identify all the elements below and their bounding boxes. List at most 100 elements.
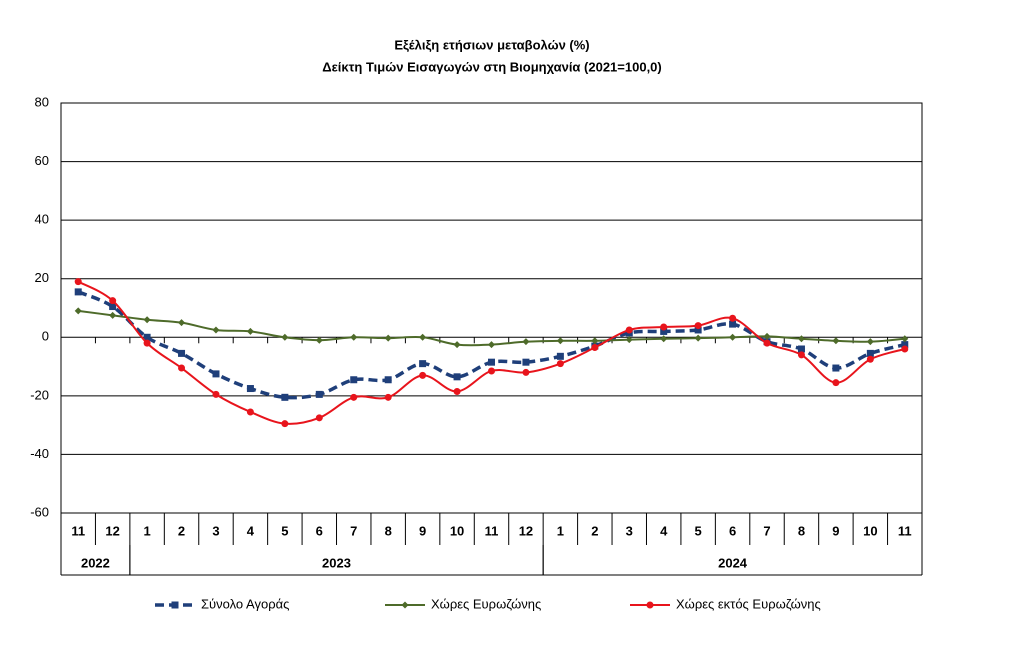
marker bbox=[625, 336, 633, 344]
marker bbox=[350, 376, 358, 384]
marker bbox=[109, 297, 117, 305]
x-tick-label: 10 bbox=[450, 523, 464, 538]
x-tick-label: 1 bbox=[143, 523, 150, 538]
marker bbox=[384, 393, 392, 401]
y-tick-label: -20 bbox=[30, 387, 49, 402]
year-label: 2022 bbox=[81, 555, 110, 570]
x-tick-label: 8 bbox=[798, 523, 805, 538]
marker bbox=[556, 360, 564, 368]
marker bbox=[178, 364, 186, 372]
marker bbox=[453, 373, 461, 381]
chart-subtitle: Δείκτη Τιμών Εισαγωγών στη Βιομηχανία (2… bbox=[322, 59, 662, 74]
series-line bbox=[78, 309, 905, 347]
legend-label: Σύνολο Αγοράς bbox=[201, 596, 289, 611]
marker bbox=[143, 316, 151, 324]
marker bbox=[832, 364, 840, 372]
x-tick-label: 2 bbox=[591, 523, 598, 538]
x-tick-label: 8 bbox=[385, 523, 392, 538]
marker bbox=[660, 327, 668, 335]
marker bbox=[281, 393, 289, 401]
marker bbox=[729, 314, 737, 322]
x-tick-label: 4 bbox=[247, 523, 255, 538]
marker bbox=[281, 420, 289, 428]
y-tick-label: 40 bbox=[35, 212, 49, 227]
marker bbox=[797, 335, 805, 343]
y-tick-label: -60 bbox=[30, 504, 49, 519]
marker bbox=[246, 408, 254, 416]
marker bbox=[556, 352, 564, 360]
marker bbox=[797, 351, 805, 359]
x-tick-label: 1 bbox=[557, 523, 564, 538]
marker bbox=[522, 338, 530, 346]
marker bbox=[212, 326, 220, 334]
marker bbox=[315, 390, 323, 398]
marker bbox=[178, 349, 186, 357]
x-tick-label: 3 bbox=[212, 523, 219, 538]
marker bbox=[212, 390, 220, 398]
x-tick-label: 11 bbox=[898, 523, 912, 538]
marker bbox=[212, 370, 220, 378]
marker bbox=[763, 339, 771, 347]
marker bbox=[866, 349, 874, 357]
marker bbox=[419, 371, 427, 379]
marker bbox=[522, 358, 530, 366]
x-tick-label: 11 bbox=[485, 523, 499, 538]
marker bbox=[866, 355, 874, 363]
marker bbox=[901, 341, 909, 349]
marker bbox=[315, 336, 323, 344]
x-tick-label: 12 bbox=[519, 523, 533, 538]
marker bbox=[488, 358, 495, 366]
x-tick-label: 6 bbox=[729, 523, 736, 538]
marker bbox=[488, 341, 495, 349]
marker bbox=[646, 601, 654, 609]
marker bbox=[178, 319, 186, 327]
marker bbox=[384, 334, 392, 342]
marker bbox=[74, 288, 82, 296]
y-tick-label: 80 bbox=[35, 94, 49, 109]
year-label: 2023 bbox=[322, 555, 351, 570]
x-tick-label: 11 bbox=[71, 523, 85, 538]
marker bbox=[591, 344, 599, 352]
chart-title: Εξέλιξη ετήσιων μεταβολών (%) bbox=[394, 37, 589, 52]
year-label: 2024 bbox=[718, 555, 748, 570]
marker bbox=[694, 326, 702, 334]
plot-frame bbox=[60, 102, 923, 514]
marker bbox=[660, 335, 668, 343]
marker bbox=[419, 360, 427, 368]
marker bbox=[832, 337, 840, 345]
marker bbox=[694, 322, 702, 330]
x-tick-label: 5 bbox=[695, 523, 702, 538]
marker bbox=[556, 337, 564, 345]
y-tick-label: 60 bbox=[35, 153, 49, 168]
marker bbox=[350, 393, 358, 401]
x-tick-label: 10 bbox=[863, 523, 877, 538]
legend-label: Χώρες Ευρωζώνης bbox=[431, 596, 541, 611]
x-tick-label: 5 bbox=[281, 523, 288, 538]
y-tick-label: 20 bbox=[35, 270, 49, 285]
x-tick-label: 7 bbox=[763, 523, 770, 538]
marker bbox=[488, 367, 495, 375]
x-tick-label: 2 bbox=[178, 523, 185, 538]
marker bbox=[901, 345, 909, 353]
x-tick-label: 12 bbox=[105, 523, 119, 538]
marker bbox=[694, 334, 702, 342]
marker bbox=[109, 303, 117, 311]
legend-label: Χώρες εκτός Ευρωζώνης bbox=[676, 596, 821, 611]
x-tick-label: 3 bbox=[626, 523, 633, 538]
marker bbox=[625, 326, 633, 334]
marker bbox=[281, 333, 289, 341]
marker bbox=[866, 338, 874, 346]
marker bbox=[143, 339, 151, 347]
marker bbox=[246, 327, 254, 335]
x-tick-label: 6 bbox=[316, 523, 323, 538]
marker bbox=[729, 333, 737, 341]
x-tick-label: 4 bbox=[660, 523, 668, 538]
marker bbox=[522, 368, 530, 376]
x-tick-label: 9 bbox=[419, 523, 426, 538]
marker bbox=[832, 379, 840, 387]
marker bbox=[797, 345, 805, 353]
marker bbox=[419, 333, 427, 341]
marker bbox=[143, 333, 151, 341]
y-tick-label: -40 bbox=[30, 446, 49, 461]
